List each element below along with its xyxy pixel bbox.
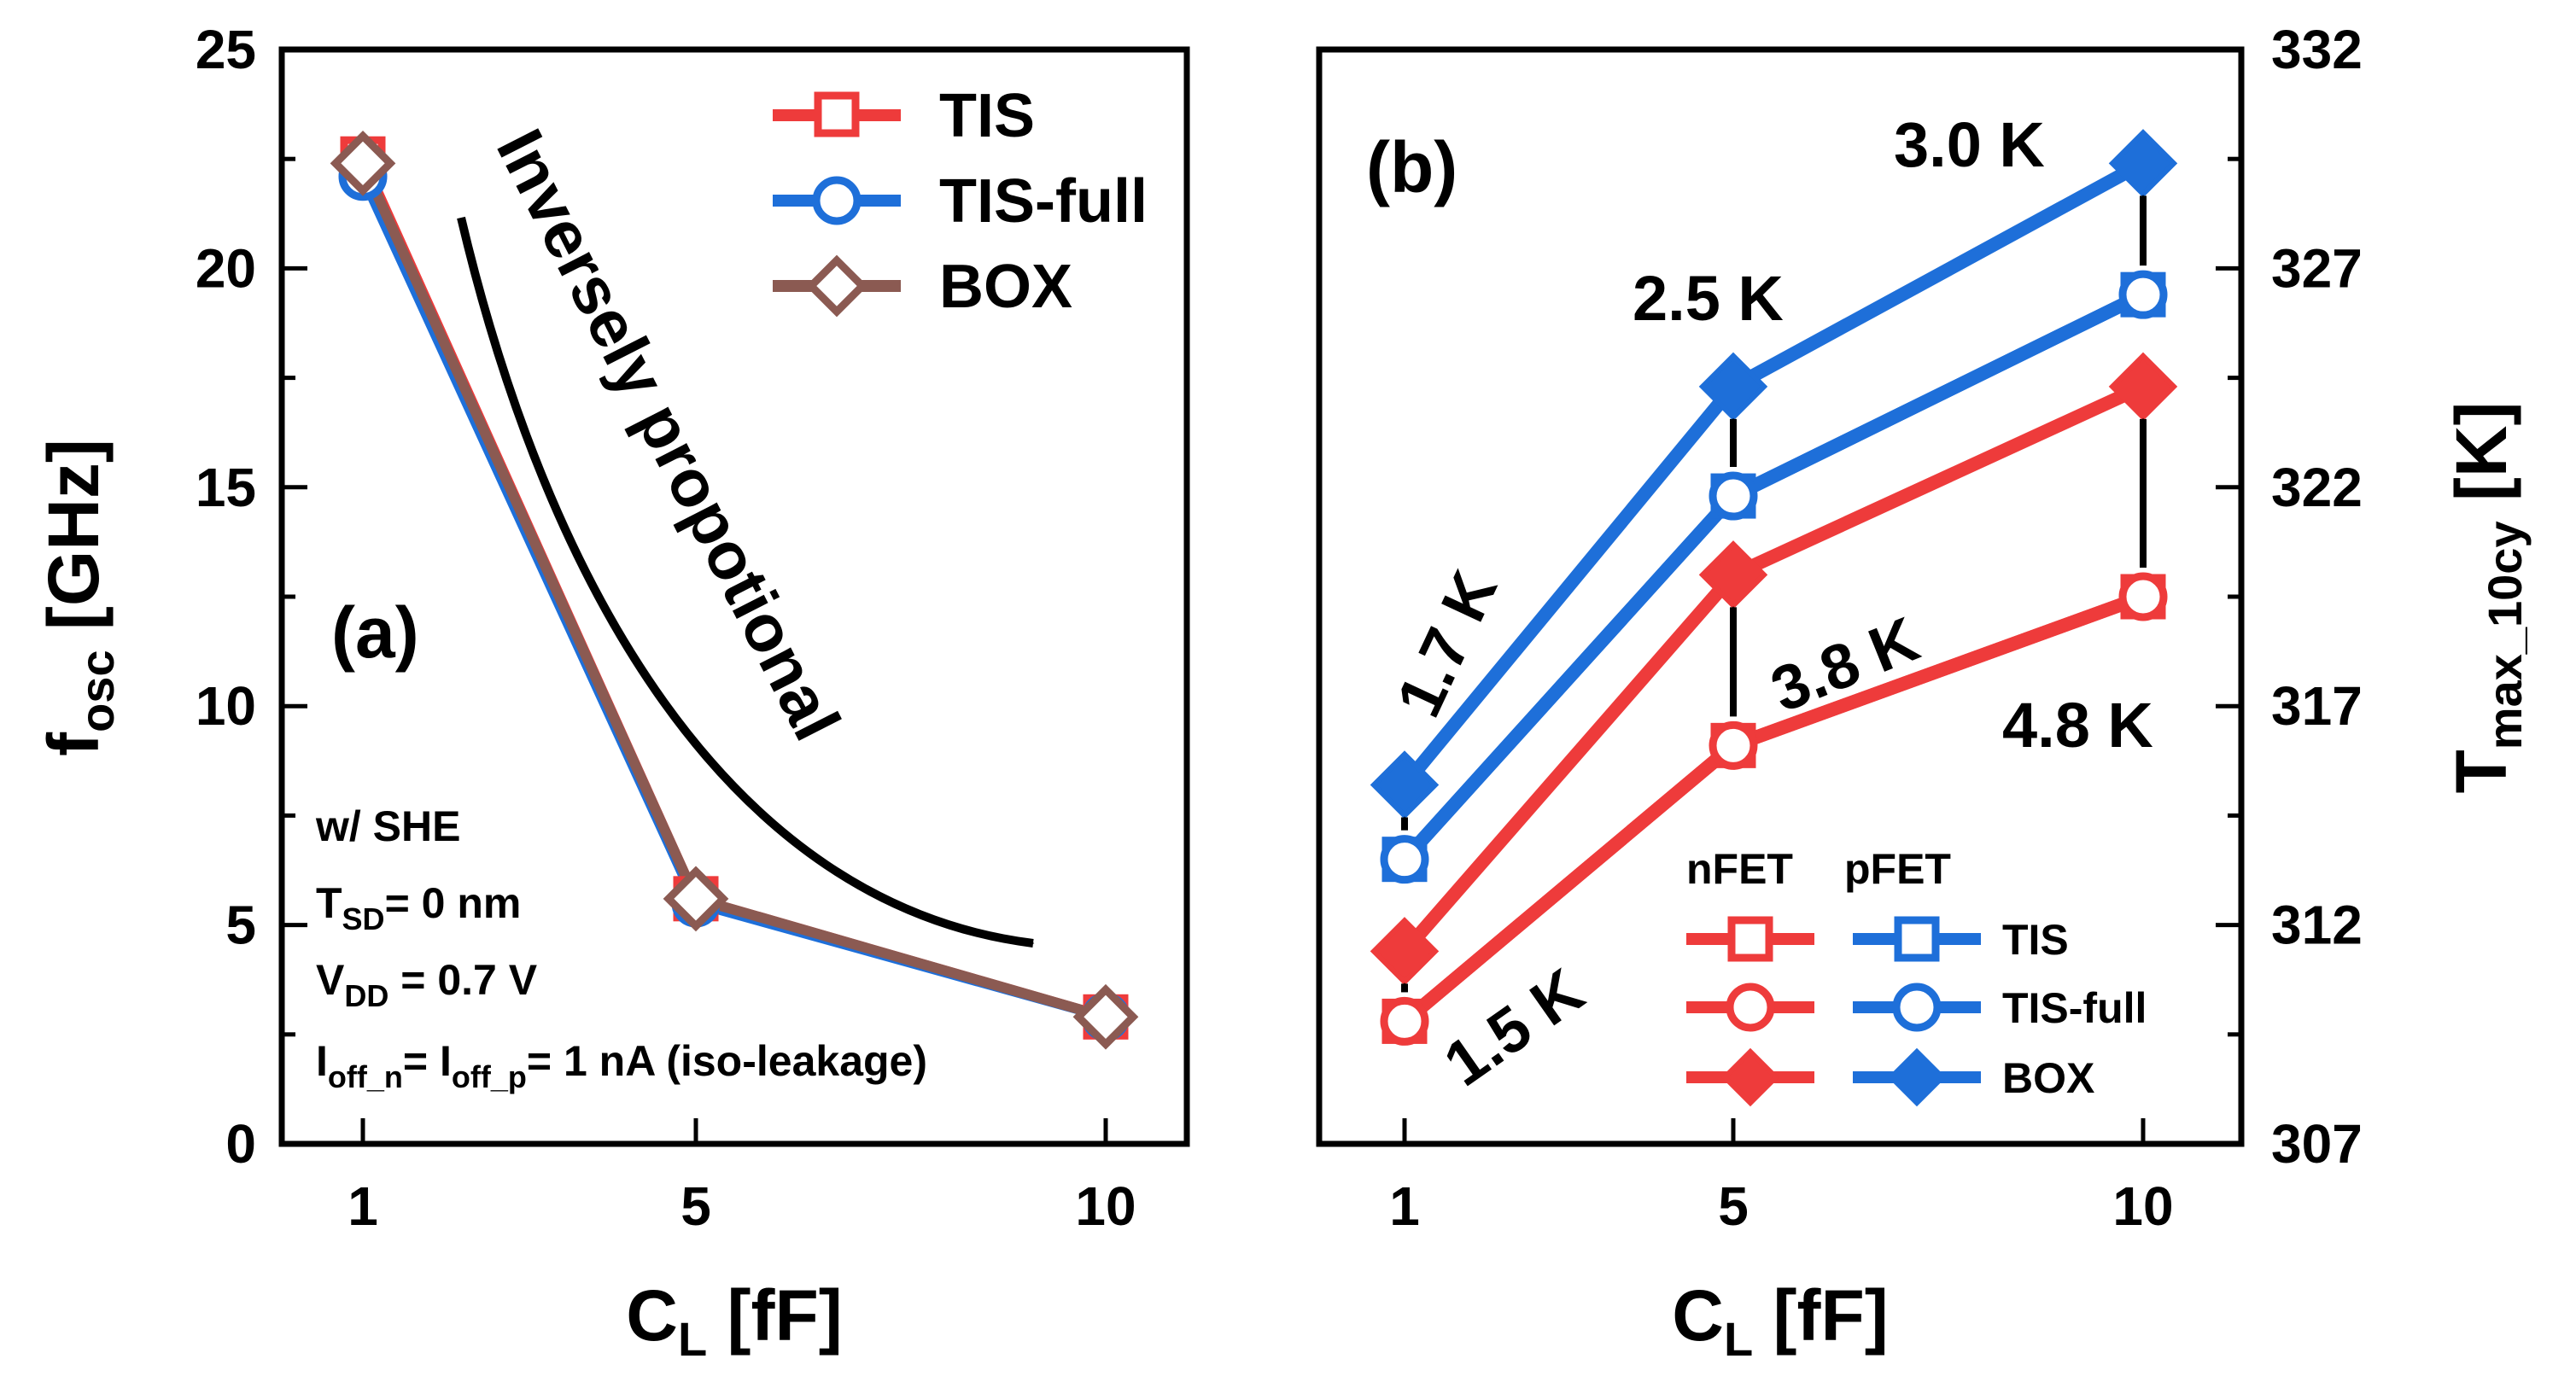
panel-a-xtick-label: 10 (1075, 1175, 1136, 1237)
legend-b-row-tis-full-label: TIS-full (2002, 984, 2147, 1032)
panel-a-ytick-label: 5 (225, 895, 256, 956)
data-point-nfet-tis-full (1380, 996, 1429, 1046)
condition-ioff: Ioff_n= Ioff_p= 1 nA (iso-leakage) (316, 1037, 927, 1094)
legend-b-header-pfet: pFET (1844, 845, 1951, 893)
data-point-nfet-box (1370, 917, 1440, 986)
legend-a-box: BOX (773, 253, 1072, 321)
panel-a-xlabel: CL [fF] (626, 1275, 842, 1366)
panel-a-xtick-label: 1 (348, 1175, 378, 1237)
condition-tsd: TSD= 0 nm (316, 879, 521, 936)
trend-arrow (457, 216, 1035, 948)
condition-vdd: VDD = 0.7 V (316, 956, 538, 1013)
legend-b-row-tis: TIS (1686, 916, 2069, 964)
legend-b-header-nfet: nFET (1686, 845, 1793, 893)
delta-label-10-pfet: 3.0 K (1894, 109, 2045, 180)
delta-label-10-nfet: 4.8 K (2002, 690, 2153, 761)
data-point-pfet-box (1370, 750, 1440, 819)
panel-b-xtick-label: 1 (1389, 1175, 1420, 1237)
data-point-nfet-tis-full (2118, 572, 2168, 621)
panel-a-ytick-label: 25 (196, 19, 256, 80)
data-point-pfet-tis-full (1709, 471, 1758, 521)
legend-b-row-box-label: BOX (2002, 1054, 2094, 1102)
conditions: w/ SHE TSD= 0 nm VDD = 0.7 V Ioff_n= Iof… (315, 802, 927, 1094)
delta-label-5-pfet: 2.5 K (1633, 263, 1784, 334)
legend-a-tis-full: TIS-full (773, 167, 1148, 236)
legend-a-tis-full-label: TIS-full (939, 167, 1148, 236)
panel-b-ytick-label: 317 (2271, 675, 2363, 737)
panel-a-legend: TIS TIS-full BOX (773, 82, 1148, 321)
delta-label-1-pfet: 1.7 K (1382, 560, 1510, 726)
legend-b-row-tis-full: TIS-full (1686, 983, 2147, 1032)
panel-a-ytick-label: 10 (196, 675, 256, 737)
panel-b-xtick-label: 10 (2112, 1175, 2173, 1237)
data-point-pfet-tis-full (1380, 835, 1429, 884)
panel-a-label: (a) (331, 592, 419, 673)
panel-b-ytick-label: 307 (2271, 1113, 2363, 1175)
legend-a-tis: TIS (773, 82, 1035, 150)
panel-a-ytick-label: 0 (225, 1113, 256, 1175)
panel-b-xlabel: CL [fF] (1672, 1275, 1888, 1366)
panel-a-ytick-label: 15 (196, 457, 256, 518)
legend-a-box-label: BOX (939, 253, 1072, 321)
panel-b-ylabel: Tmax_10cy [K] (2441, 401, 2532, 793)
data-point-pfet-box (1698, 352, 1768, 422)
data-point-pfet-tis-full (2118, 270, 2168, 319)
data-point-box (1072, 983, 1139, 1050)
panel-b-ytick-label: 312 (2271, 895, 2363, 956)
panel-a-ytick-label: 20 (196, 237, 256, 299)
data-point-nfet-box (1698, 540, 1768, 609)
panel-b-ytick-label: 327 (2271, 237, 2363, 299)
legend-b-row-tis-label: TIS (2002, 916, 2069, 964)
data-point-box (330, 130, 396, 196)
panel-b-legend: nFET pFET TIS TIS-full BOX (1686, 845, 2147, 1107)
panel-a-xtick-label: 5 (681, 1175, 711, 1237)
series-line-pfet-tis (1399, 288, 2147, 865)
data-point-nfet-tis-full (1709, 720, 1758, 770)
panel-a-series (330, 130, 1139, 1050)
data-point-box (663, 866, 729, 932)
panel-b: 307 312 317 322 327 332 1 5 10 Tmax_10cy [K] CL … (1316, 19, 2532, 1366)
panel-b-ytick-label: 332 (2271, 19, 2363, 80)
panel-b-xtick-label: 5 (1718, 1175, 1749, 1237)
data-point-pfet-box (2108, 129, 2178, 198)
panel-b-ytick-label: 322 (2271, 457, 2363, 518)
panel-b-label: (b) (1366, 127, 1457, 207)
data-point-nfet-box (2108, 352, 2178, 422)
panel-a-ylabel: fosc [GHz] (33, 439, 124, 756)
legend-b-row-box: BOX (1686, 1047, 2094, 1107)
panel-b-series (1370, 129, 2178, 1046)
condition-she: w/ SHE (315, 802, 460, 850)
trend-text: Inversely propotional (482, 118, 856, 752)
legend-a-tis-label: TIS (939, 82, 1035, 150)
series-line-pfet-tis-full (1399, 288, 2147, 865)
panel-b-ticks: 307 312 317 322 327 332 1 5 10 (1389, 19, 2363, 1237)
panel-b-delta-arrows (1401, 194, 2147, 993)
